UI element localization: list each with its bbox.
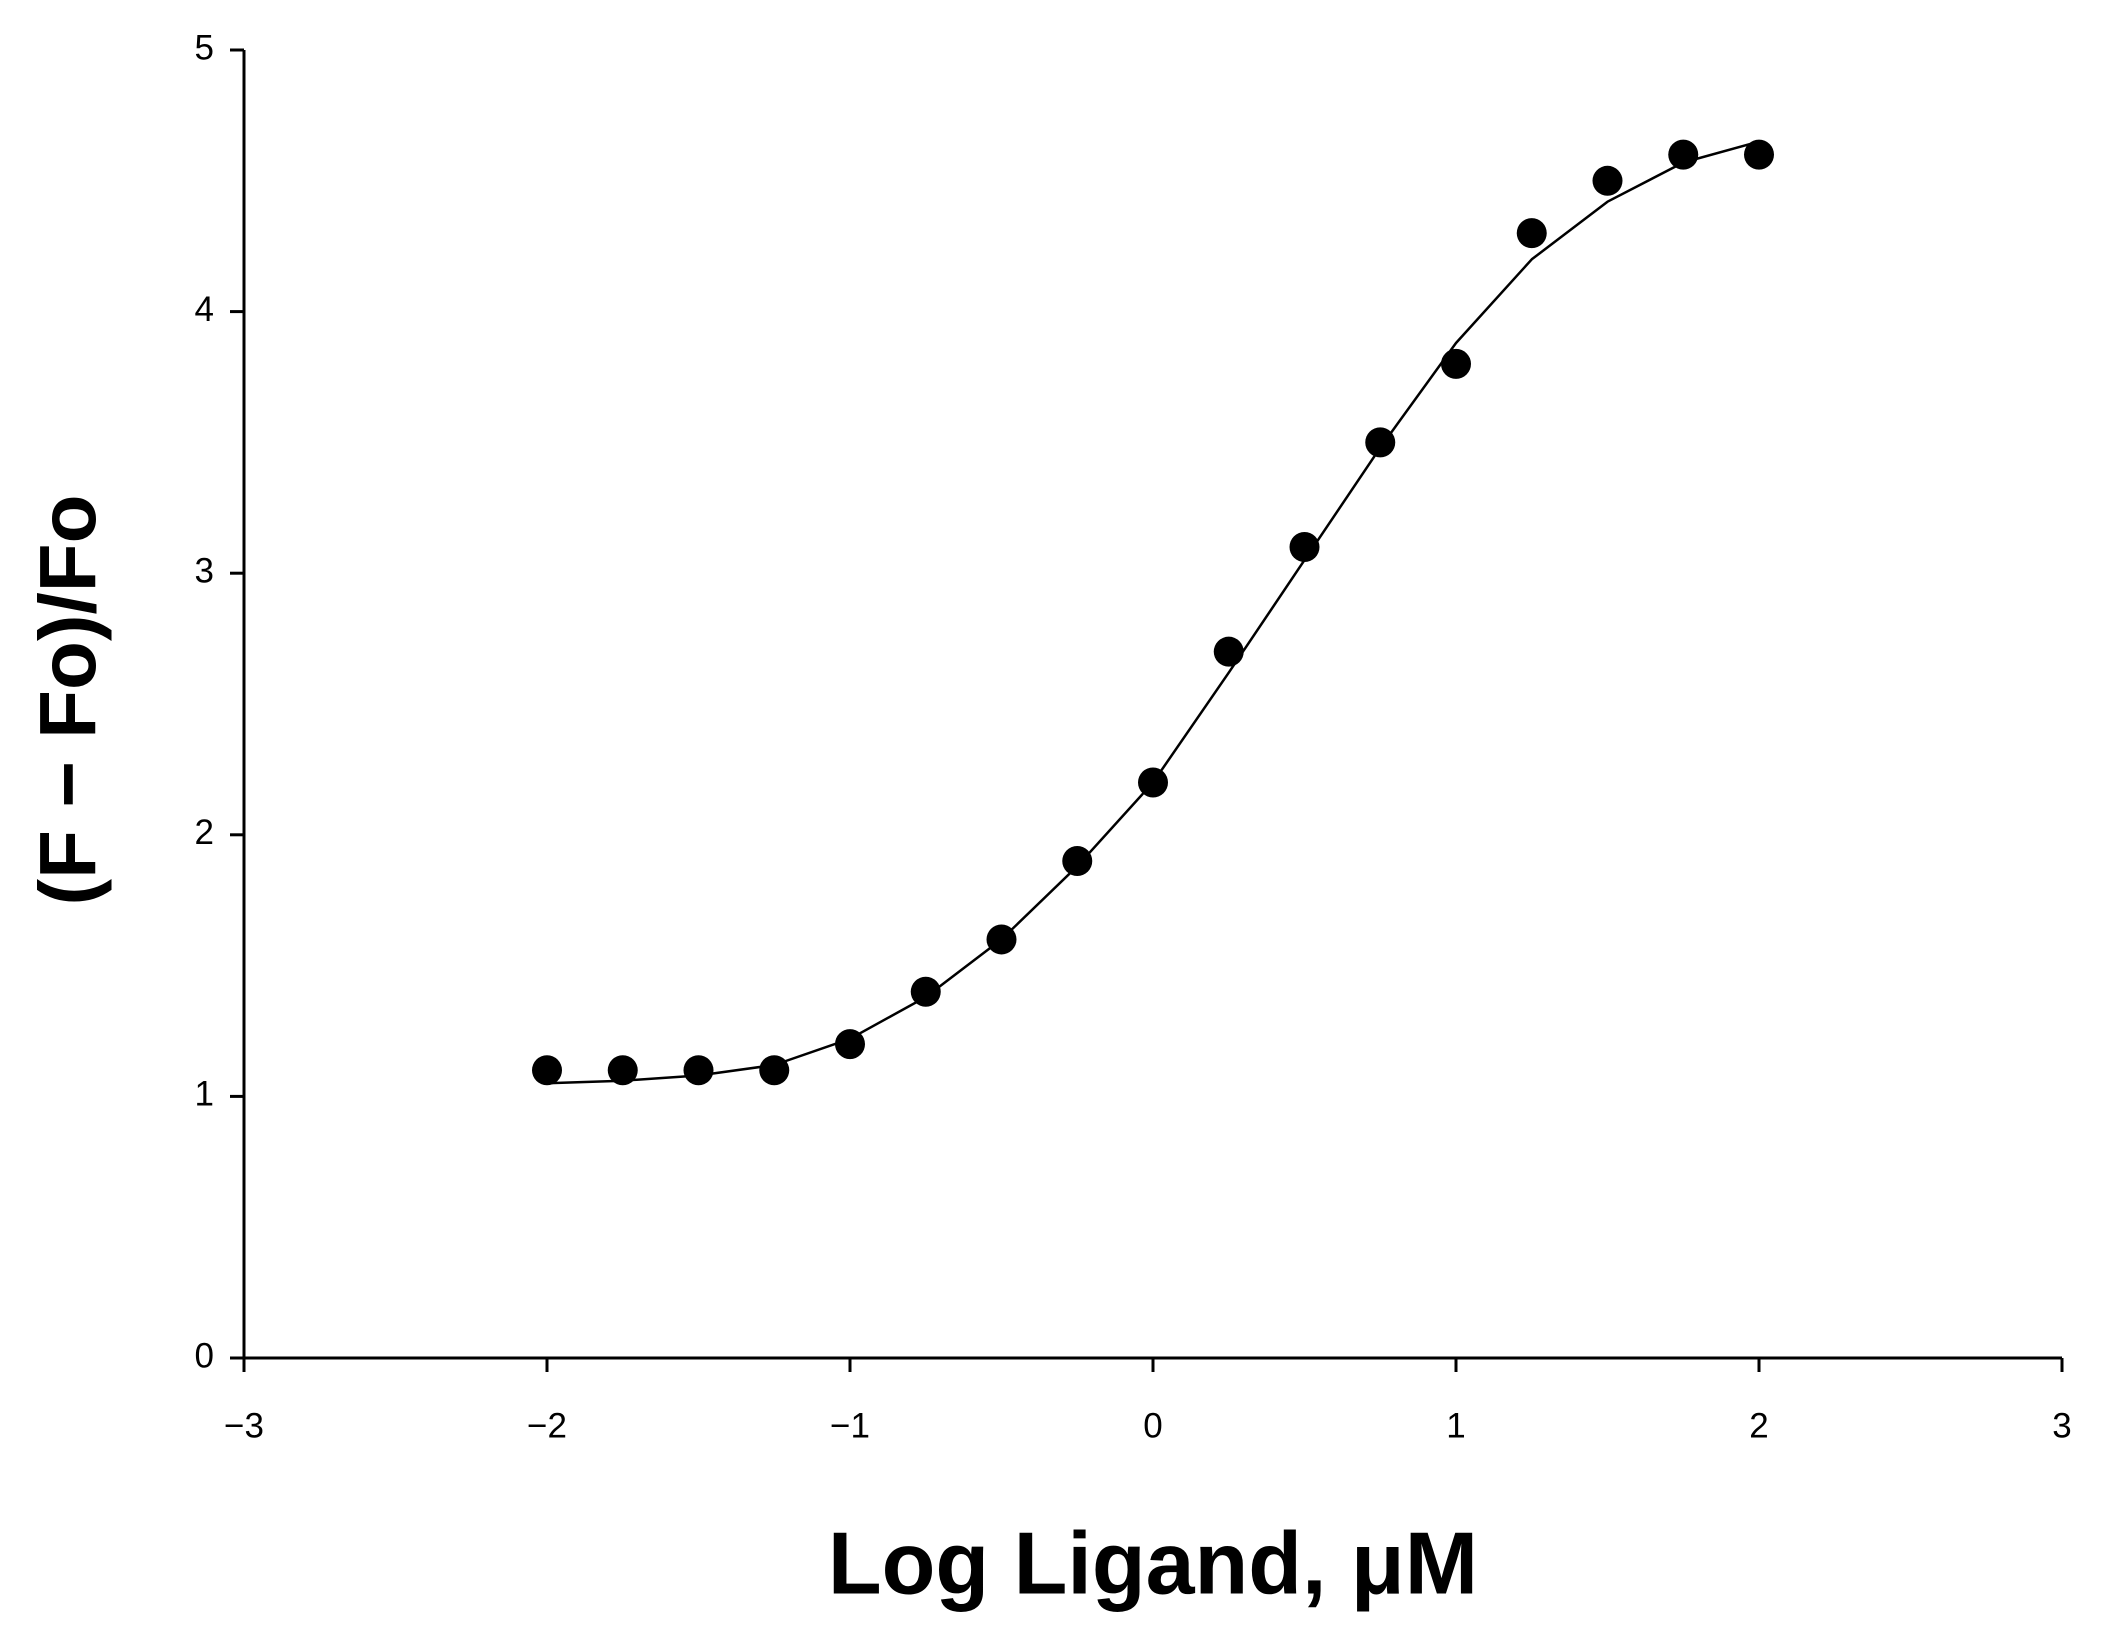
x-tick-label: 1 [1446,1406,1465,1445]
y-tick-label: 1 [195,1075,214,1114]
data-point [1441,348,1471,379]
data-point [1516,218,1547,249]
data-point [683,1055,714,1086]
data-point [1062,845,1093,876]
x-tick-label: −3 [224,1406,264,1445]
y-tick-label: 4 [195,290,214,329]
data-point [1365,427,1396,458]
x-tick-label: −1 [830,1406,870,1445]
data-point [1213,636,1244,667]
fit-curve [546,140,1760,1085]
data-point [1744,139,1774,170]
x-tick-label: 2 [1749,1406,1768,1445]
y-tick-label: 0 [195,1336,214,1375]
data-point [759,1055,790,1086]
y-axis-title: (F − Fo)/Fo [23,494,112,905]
y-tick-label: 3 [195,551,214,590]
x-tick-label: 0 [1143,1406,1162,1445]
x-tick-label: −2 [527,1406,567,1445]
data-point [1138,767,1168,798]
x-axis-title: Log Ligand, μM [828,1513,1478,1612]
data-point [1592,165,1623,196]
data-point [910,976,941,1007]
x-tick-label: 3 [2052,1406,2071,1445]
y-tick-label: 2 [195,813,214,852]
data-point [986,924,1017,955]
data-point [835,1029,865,1060]
data-point [1668,139,1699,170]
data-point [1289,532,1320,563]
data-point [532,1055,562,1086]
data-point [607,1055,638,1086]
y-tick-label: 5 [195,28,214,67]
